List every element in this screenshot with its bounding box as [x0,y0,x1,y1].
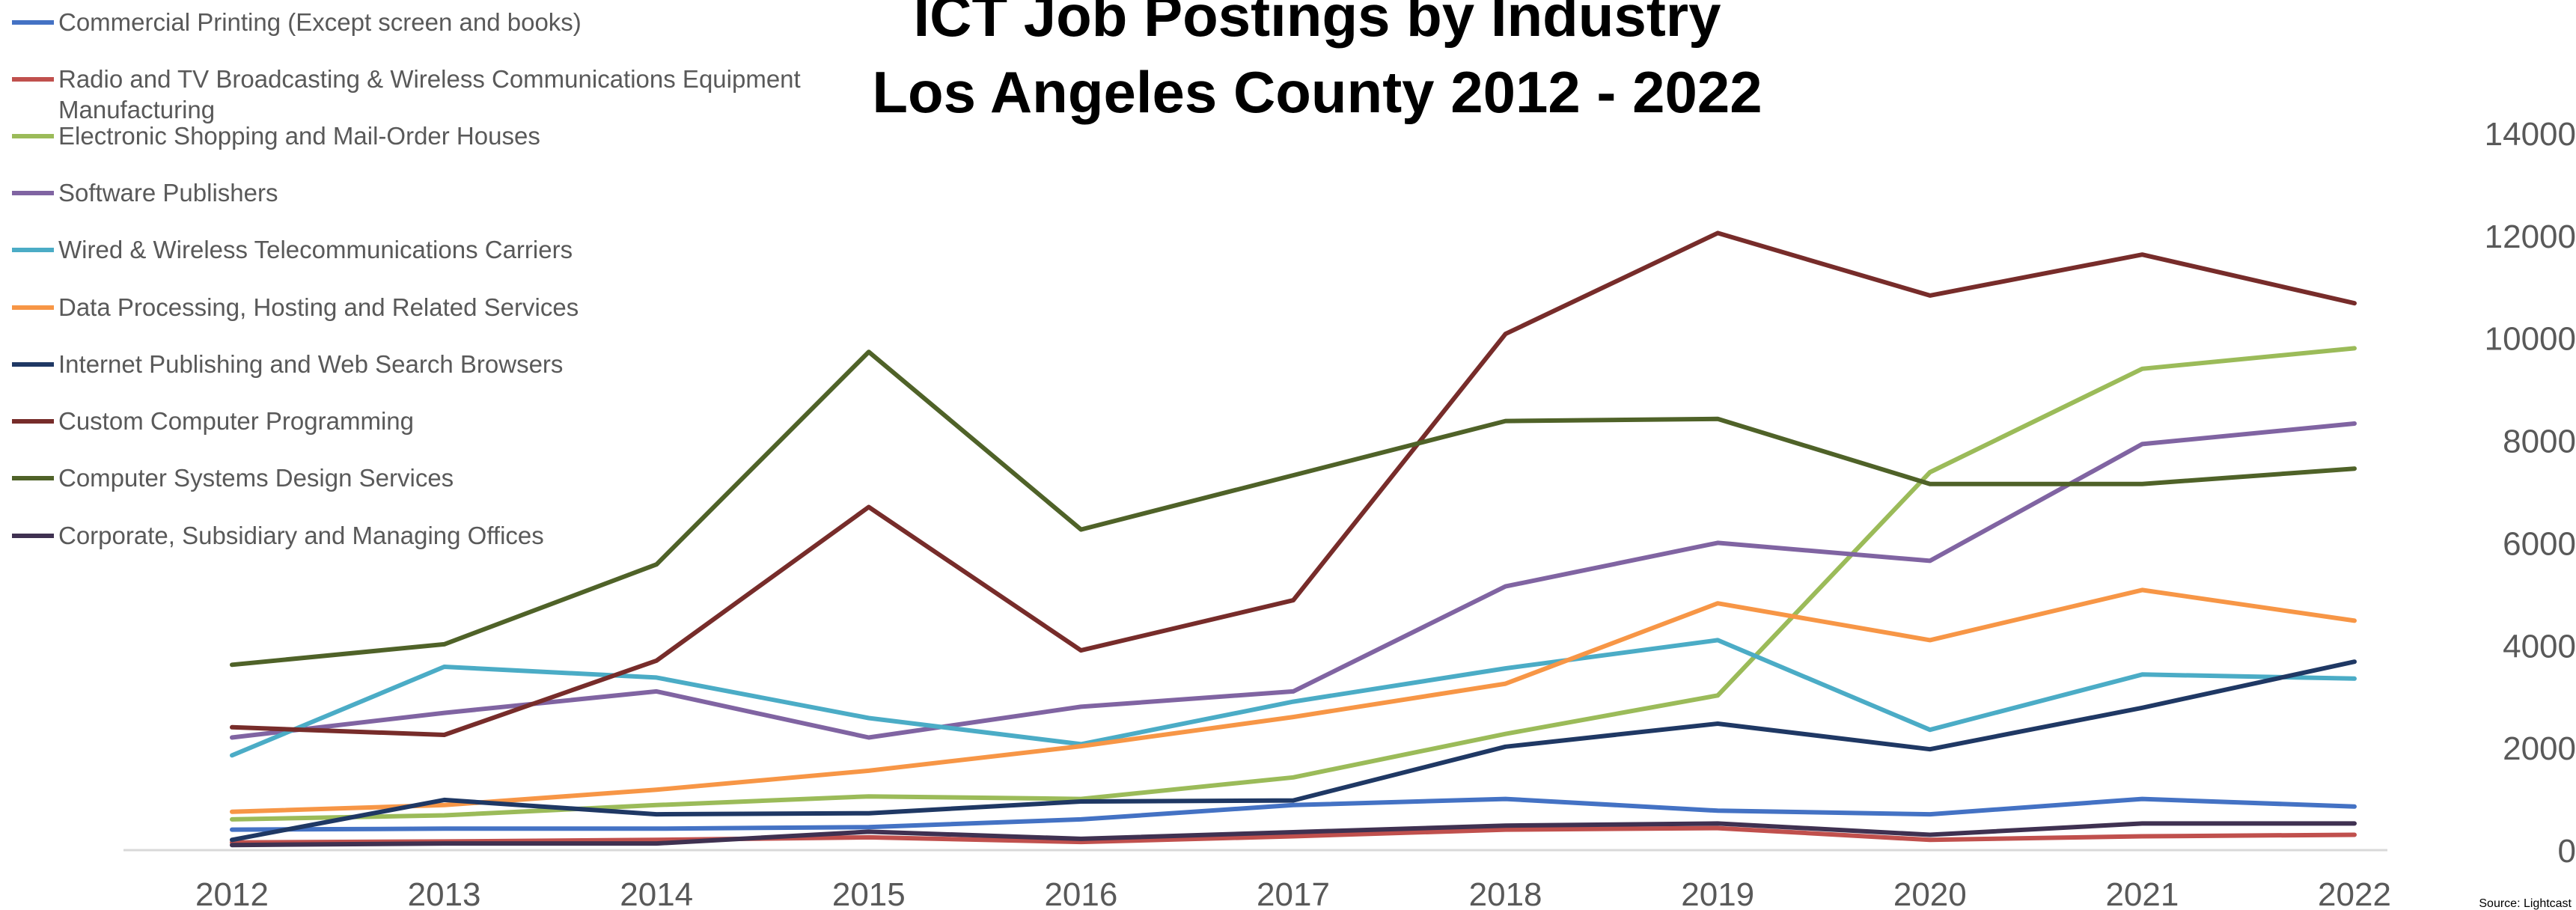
legend-label: Computer Systems Design Services [58,464,454,492]
legend-label: Internet Publishing and Web Search Brows… [58,350,563,378]
series-line-10 [230,821,2357,848]
series-line-5 [230,638,2357,758]
legend-item: Electronic Shopping and Mail-Order House… [12,122,540,150]
x-tick-label: 2019 [1681,876,1754,910]
chart-title-line-2: Los Angeles County 2012 - 2022 [872,59,1762,125]
y-tick-label: 4000 [2503,628,2576,665]
series-line-2 [230,825,2357,845]
legend-label: Commercial Printing (Except screen and b… [58,8,582,36]
series-line-4 [230,421,2357,740]
y-tick-label: 10000 [2485,321,2576,358]
series-line-9 [230,349,2357,668]
y-tick-label: 6000 [2503,525,2576,562]
y-tick-label: 12000 [2485,219,2576,255]
legend-label: Corporate, Subsidiary and Managing Offic… [58,522,544,549]
x-tick-label: 2017 [1257,876,1330,910]
x-tick-label: 2012 [195,876,269,910]
legend-item: Wired & Wireless Telecommunications Carr… [12,236,573,263]
chart-series [230,230,2357,848]
legend-item: Commercial Printing (Except screen and b… [12,8,582,36]
x-tick-label: 2014 [620,876,693,910]
chart-axes: 2012 2013 2014 2015 2016 2017 2018 2019 2020 2021… [123,116,2576,910]
chart-title-line-1: ICT Job Postings by Industry [913,0,1721,49]
legend-item: Corporate, Subsidiary and Managing Offic… [12,522,544,549]
x-tick-label: 2016 [1044,876,1117,910]
x-tick-label: 2015 [832,876,906,910]
x-tick-label: 2022 [2318,876,2391,910]
legend-label: Radio and TV Broadcasting & Wireless Com… [58,65,801,123]
legend-item: Computer Systems Design Services [12,464,454,492]
x-tick-label: 2021 [2105,876,2179,910]
legend-item: Data Processing, Hosting and Related Ser… [12,293,579,321]
y-tick-label: 14000 [2485,116,2576,153]
legend-item: Internet Publishing and Web Search Brows… [12,350,563,378]
y-tick-label: 8000 [2503,424,2576,460]
y-tick-label: 2000 [2503,730,2576,767]
series-line-1 [230,796,2357,832]
legend-label: Data Processing, Hosting and Related Ser… [58,293,579,321]
legend-label: Custom Computer Programming [58,407,414,435]
source-note: Source: Lightcast [2479,897,2572,910]
series-line-3 [230,346,2357,822]
legend-item: Software Publishers [12,179,278,207]
y-tick-label: 0 [2558,833,2576,870]
series-line-6 [230,587,2357,814]
legend-label: Electronic Shopping and Mail-Order House… [58,122,540,150]
legend-item: Custom Computer Programming [12,407,414,435]
series-line-8 [230,230,2357,737]
chart-legend: Commercial Printing (Except screen and b… [12,8,801,549]
legend-label: Wired & Wireless Telecommunications Carr… [58,236,573,263]
x-tick-label: 2013 [408,876,481,910]
x-tick-label: 2020 [1893,876,1967,910]
series-line-7 [230,659,2357,843]
legend-label: Software Publishers [58,179,278,207]
x-tick-label: 2018 [1469,876,1542,910]
legend-item: Radio and TV Broadcasting & Wireless Com… [12,65,801,123]
